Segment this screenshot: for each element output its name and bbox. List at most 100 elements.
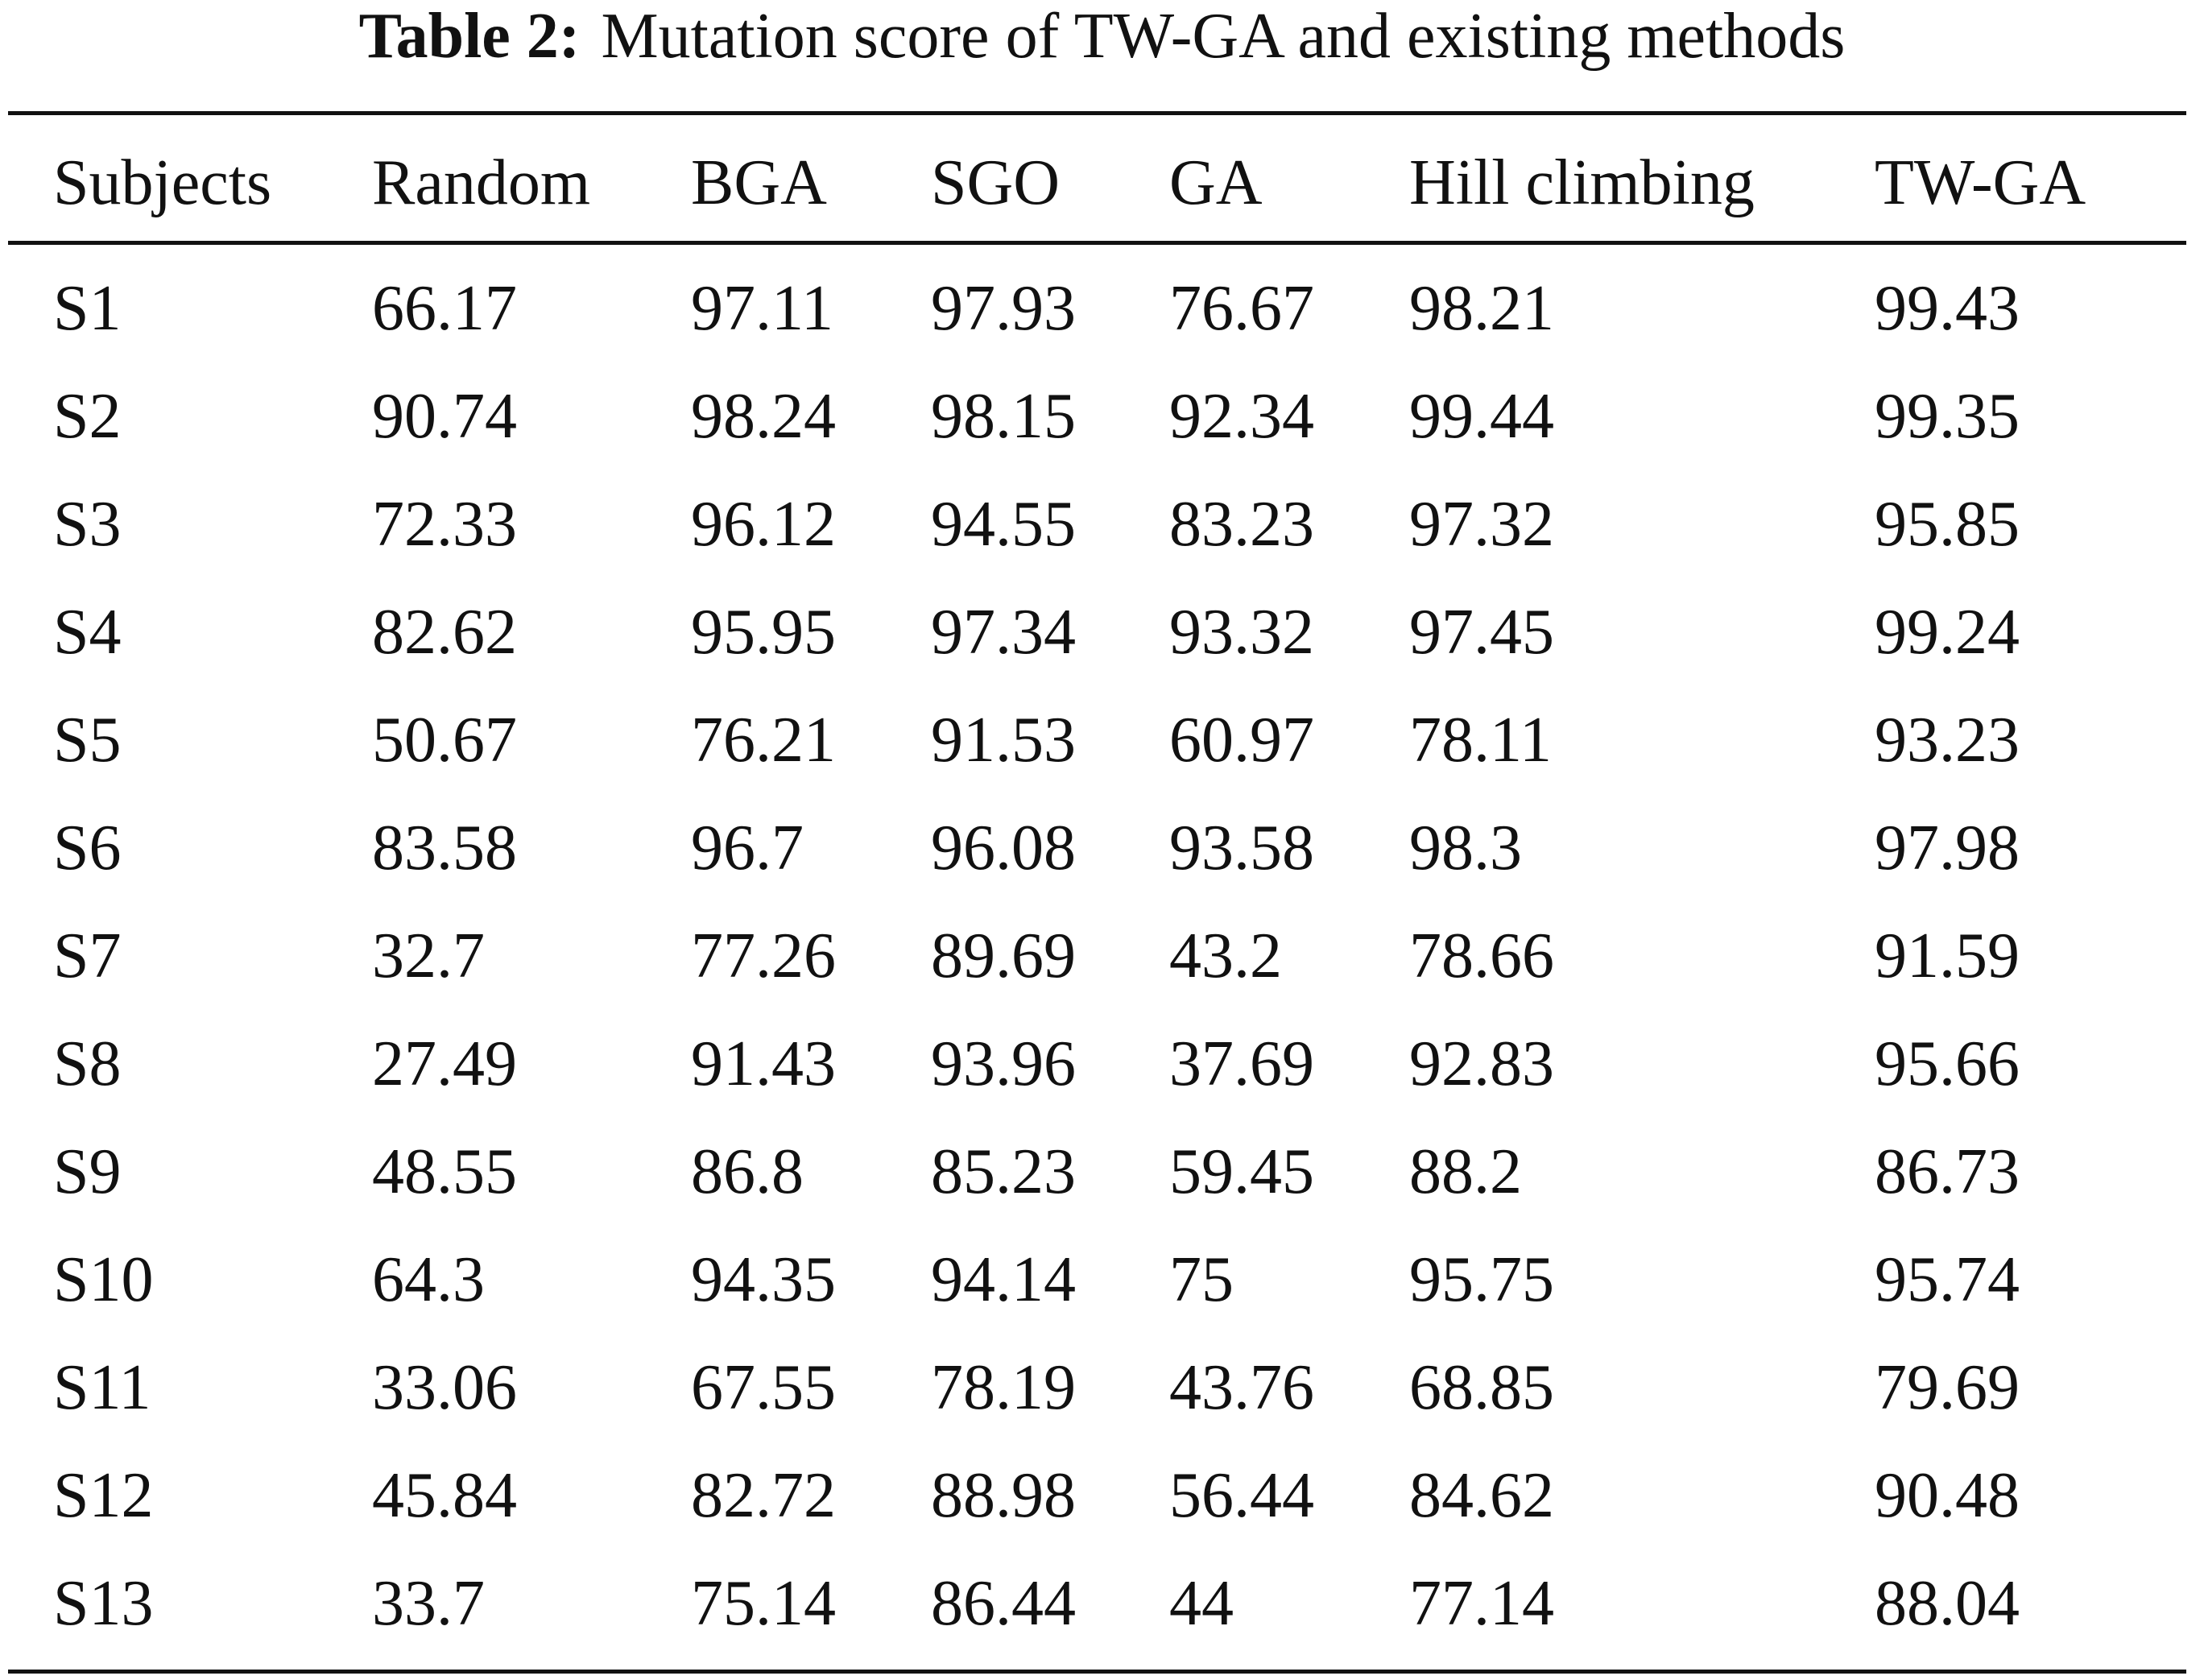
subject-cell: S13 <box>53 1568 154 1639</box>
table-header-rule <box>8 241 2186 245</box>
table-row: S6 83.58 96.7 96.08 93.58 98.3 97.98 <box>0 794 2204 902</box>
score-cell: 43.76 <box>1169 1352 1314 1423</box>
score-cell: 59.45 <box>1169 1136 1314 1207</box>
score-cell: 68.85 <box>1409 1352 1554 1423</box>
score-cell: 90.48 <box>1875 1460 2020 1531</box>
score-cell: 79.69 <box>1875 1352 2020 1423</box>
score-cell: 64.3 <box>372 1244 485 1315</box>
score-cell: 78.19 <box>931 1352 1076 1423</box>
score-cell: 82.72 <box>691 1460 836 1531</box>
subject-cell: S7 <box>53 921 122 991</box>
table-row: S9 48.55 86.8 85.23 59.45 88.2 86.73 <box>0 1118 2204 1226</box>
score-cell: 32.7 <box>372 921 485 991</box>
score-cell: 78.66 <box>1409 921 1554 991</box>
score-cell: 84.62 <box>1409 1460 1554 1531</box>
table-caption-text: Mutation score of TW-GA and existing met… <box>601 1 1846 72</box>
table-row: S4 82.62 95.95 97.34 93.32 97.45 99.24 <box>0 578 2204 686</box>
header-tw-ga: TW-GA <box>1875 147 2086 218</box>
subject-cell: S2 <box>53 381 122 452</box>
table-row: S11 33.06 67.55 78.19 43.76 68.85 79.69 <box>0 1334 2204 1442</box>
score-cell: 88.2 <box>1409 1136 1522 1207</box>
score-cell: 86.73 <box>1875 1136 2020 1207</box>
score-cell: 76.67 <box>1169 273 1314 344</box>
header-subjects: Subjects <box>53 147 272 218</box>
score-cell: 89.69 <box>931 921 1076 991</box>
score-cell: 75.14 <box>691 1568 836 1639</box>
score-cell: 66.17 <box>372 273 517 344</box>
table-row: S3 72.33 96.12 94.55 83.23 97.32 95.85 <box>0 470 2204 578</box>
score-cell: 67.55 <box>691 1352 836 1423</box>
score-cell: 37.69 <box>1169 1028 1314 1099</box>
score-cell: 95.85 <box>1875 489 2020 560</box>
score-cell: 92.83 <box>1409 1028 1554 1099</box>
subject-cell: S9 <box>53 1136 122 1207</box>
score-cell: 94.14 <box>931 1244 1076 1315</box>
score-cell: 97.11 <box>691 273 834 344</box>
score-cell: 97.32 <box>1409 489 1554 560</box>
score-cell: 85.23 <box>931 1136 1076 1207</box>
score-cell: 97.34 <box>931 597 1076 668</box>
table-row: S7 32.7 77.26 89.69 43.2 78.66 91.59 <box>0 902 2204 1010</box>
score-cell: 97.93 <box>931 273 1076 344</box>
table-row: S5 50.67 76.21 91.53 60.97 78.11 93.23 <box>0 686 2204 794</box>
score-cell: 77.26 <box>691 921 836 991</box>
score-cell: 77.14 <box>1409 1568 1554 1639</box>
score-cell: 95.74 <box>1875 1244 2020 1315</box>
score-cell: 78.11 <box>1409 705 1553 776</box>
table-row: S10 64.3 94.35 94.14 75 95.75 95.74 <box>0 1226 2204 1334</box>
score-cell: 88.98 <box>931 1460 1076 1531</box>
score-cell: 97.45 <box>1409 597 1554 668</box>
header-random: Random <box>372 147 591 218</box>
score-cell: 95.75 <box>1409 1244 1554 1315</box>
subject-cell: S12 <box>53 1460 154 1531</box>
score-cell: 44 <box>1169 1568 1234 1639</box>
score-cell: 91.53 <box>931 705 1076 776</box>
score-cell: 96.12 <box>691 489 836 560</box>
score-cell: 95.66 <box>1875 1028 2020 1099</box>
score-cell: 98.24 <box>691 381 836 452</box>
subject-cell: S8 <box>53 1028 122 1099</box>
score-cell: 98.3 <box>1409 813 1522 883</box>
score-cell: 93.96 <box>931 1028 1076 1099</box>
subject-cell: S11 <box>53 1352 151 1423</box>
score-cell: 94.35 <box>691 1244 836 1315</box>
score-cell: 50.67 <box>372 705 517 776</box>
table-header-row: Subjects Random BGA SGO GA Hill climbing… <box>0 129 2204 237</box>
score-cell: 43.2 <box>1169 921 1282 991</box>
subject-cell: S10 <box>53 1244 154 1315</box>
score-cell: 91.59 <box>1875 921 2020 991</box>
score-cell: 93.58 <box>1169 813 1314 883</box>
score-cell: 94.55 <box>931 489 1076 560</box>
score-cell: 93.23 <box>1875 705 2020 776</box>
score-cell: 86.8 <box>691 1136 804 1207</box>
table-row: S13 33.7 75.14 86.44 44 77.14 88.04 <box>0 1550 2204 1657</box>
score-cell: 33.06 <box>372 1352 517 1423</box>
score-cell: 91.43 <box>691 1028 836 1099</box>
subject-cell: S5 <box>53 705 122 776</box>
score-cell: 72.33 <box>372 489 517 560</box>
score-cell: 98.21 <box>1409 273 1554 344</box>
score-cell: 99.35 <box>1875 381 2020 452</box>
score-cell: 96.08 <box>931 813 1076 883</box>
table-row: S1 66.17 97.11 97.93 76.67 98.21 99.43 <box>0 254 2204 362</box>
score-cell: 97.98 <box>1875 813 2020 883</box>
header-sgo: SGO <box>931 147 1061 218</box>
table-row: S2 90.74 98.24 98.15 92.34 99.44 99.35 <box>0 362 2204 470</box>
table-row: S8 27.49 91.43 93.96 37.69 92.83 95.66 <box>0 1010 2204 1118</box>
score-cell: 33.7 <box>372 1568 485 1639</box>
table-caption: Table 2: Mutation score of TW-GA and exis… <box>0 0 2204 72</box>
subject-cell: S6 <box>53 813 122 883</box>
score-cell: 48.55 <box>372 1136 517 1207</box>
score-cell: 86.44 <box>931 1568 1076 1639</box>
header-bga: BGA <box>691 147 827 218</box>
score-cell: 92.34 <box>1169 381 1314 452</box>
header-ga: GA <box>1169 147 1263 218</box>
header-hill-climbing: Hill climbing <box>1409 147 1755 218</box>
score-cell: 83.58 <box>372 813 517 883</box>
score-cell: 93.32 <box>1169 597 1314 668</box>
subject-cell: S4 <box>53 597 122 668</box>
score-cell: 99.44 <box>1409 381 1554 452</box>
score-cell: 90.74 <box>372 381 517 452</box>
score-cell: 83.23 <box>1169 489 1314 560</box>
score-cell: 76.21 <box>691 705 836 776</box>
